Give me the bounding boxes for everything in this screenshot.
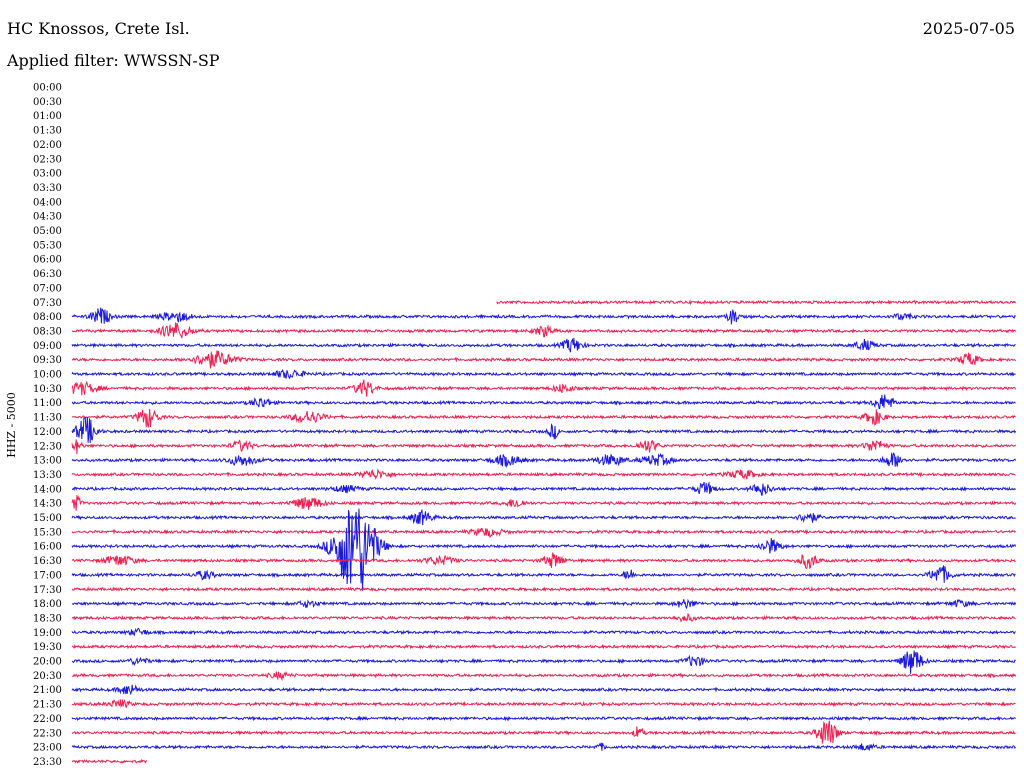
time-label: 02:00 (33, 140, 62, 151)
time-label: 03:30 (33, 183, 62, 194)
time-label: 22:30 (33, 728, 62, 739)
trace-row (71, 417, 1017, 444)
time-label: 00:30 (33, 97, 62, 108)
time-label: 08:30 (33, 326, 62, 337)
time-label: 03:00 (33, 169, 62, 180)
trace-row (71, 439, 1017, 455)
time-label: 01:00 (33, 111, 62, 122)
trace-row (71, 394, 1016, 410)
time-label: 17:30 (33, 585, 62, 596)
trace-row (71, 627, 1016, 637)
time-label: 02:30 (33, 154, 62, 165)
trace-row (71, 408, 1016, 428)
trace-row (71, 758, 148, 764)
time-label: 16:00 (33, 542, 62, 553)
time-label: 23:00 (33, 743, 62, 754)
trace-row (71, 350, 1017, 369)
trace-row (71, 527, 1016, 538)
time-label: 19:00 (33, 628, 62, 639)
station-title: HC Knossos, Crete Isl. (7, 19, 190, 38)
time-label: 16:30 (33, 556, 62, 567)
time-label: 05:30 (33, 240, 62, 251)
time-label: 08:00 (33, 312, 62, 323)
trace-row (71, 508, 1017, 590)
time-label: 06:30 (33, 269, 62, 280)
time-label: 17:00 (33, 570, 62, 581)
trace-row (71, 598, 1017, 610)
time-label: 00:00 (33, 83, 62, 94)
time-label: 10:30 (33, 384, 62, 395)
filter-label: Applied filter: WWSSN-SP (7, 51, 220, 70)
time-label: 09:30 (33, 355, 62, 366)
time-label: 09:00 (33, 341, 62, 352)
trace-row (71, 699, 1016, 708)
time-label: 21:30 (33, 700, 62, 711)
time-label: 18:30 (33, 613, 62, 624)
time-label: 20:30 (33, 671, 62, 682)
time-label: 10:00 (33, 370, 62, 381)
trace-row (71, 495, 1017, 511)
time-labels: 00:00 00:30 01:00 01:30 02:00 02:30 03:00 03:30… (33, 83, 62, 768)
time-label: 20:00 (33, 657, 62, 668)
time-label: 15:00 (33, 513, 62, 524)
time-label: 21:00 (33, 685, 62, 696)
trace-row (71, 671, 1017, 682)
trace-row (71, 715, 1016, 722)
trace-row (71, 552, 1016, 570)
time-label: 05:00 (33, 226, 62, 237)
trace-row (71, 368, 1016, 380)
trace-row (71, 322, 1017, 339)
time-label: 23:30 (33, 757, 62, 768)
time-label: 04:00 (33, 197, 62, 208)
time-label: 19:30 (33, 642, 62, 653)
trace-row (71, 468, 1016, 481)
trace-row (71, 684, 1016, 696)
trace-row (496, 299, 1016, 306)
time-label: 15:30 (33, 527, 62, 538)
time-label: 22:00 (33, 714, 62, 725)
time-label: 14:00 (33, 484, 62, 495)
date-label: 2025-07-05 (922, 19, 1015, 38)
time-label: 04:30 (33, 212, 62, 223)
time-label: 06:00 (33, 255, 62, 266)
time-label: 12:30 (33, 441, 62, 452)
trace-row (71, 307, 1016, 325)
trace-row (71, 565, 1016, 583)
trace-row (71, 481, 1016, 496)
trace-row (71, 509, 1016, 526)
trace-row (71, 585, 1016, 593)
time-label: 13:30 (33, 470, 62, 481)
time-label: 07:00 (33, 283, 62, 294)
time-label: 14:30 (33, 499, 62, 510)
time-label: 18:00 (33, 599, 62, 610)
trace-row (71, 650, 1016, 674)
seismic-traces (71, 299, 1017, 764)
trace-row (71, 643, 1016, 650)
time-label: 11:00 (33, 398, 62, 409)
trace-row (71, 613, 1016, 623)
time-label: 12:00 (33, 427, 62, 438)
trace-row (71, 337, 1016, 353)
time-label: 13:00 (33, 456, 62, 467)
trace-row (71, 451, 1017, 469)
time-label: 11:30 (33, 413, 62, 424)
trace-row (71, 720, 1016, 744)
time-label: 07:30 (33, 298, 62, 309)
trace-row (71, 379, 1017, 397)
time-label: 01:30 (33, 126, 62, 137)
trace-row (71, 742, 1016, 751)
